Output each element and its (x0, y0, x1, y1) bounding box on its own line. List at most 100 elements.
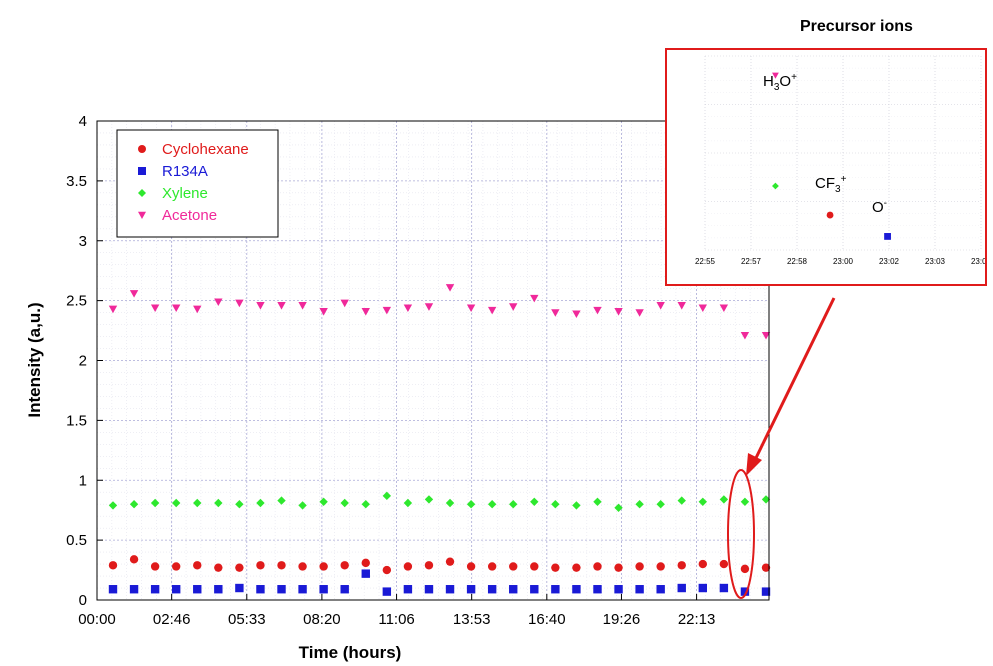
data-point (214, 563, 223, 572)
inset-panel: 22:55 22:57 22:58 23:00 23:02 23:03 23:05 H3O+… (665, 48, 987, 286)
data-point (171, 304, 181, 313)
data-point (298, 562, 307, 571)
data-point (129, 585, 139, 594)
inset-x-tick-label: 23:02 (879, 257, 900, 266)
y-axis-title: Intensity (a,u.) (25, 302, 44, 417)
y-tick-label: 0 (79, 592, 87, 609)
data-point (235, 500, 244, 509)
x-tick-label: 16:40 (528, 611, 566, 628)
data-point (740, 497, 750, 507)
data-point (593, 306, 602, 315)
data-point (150, 304, 160, 313)
data-point (277, 302, 286, 310)
data-point (572, 585, 581, 594)
inset-x-tick-label: 22:58 (787, 257, 808, 266)
data-point (761, 331, 771, 340)
data-point (572, 501, 581, 510)
series-acetone (108, 284, 771, 340)
data-point (530, 562, 539, 571)
inset-point-o (884, 233, 891, 240)
data-point (403, 585, 413, 594)
data-point (108, 561, 118, 570)
data-point (193, 305, 202, 314)
ion-label-h3o: H3O+ (763, 72, 797, 93)
data-point (340, 561, 349, 570)
data-point (487, 500, 497, 509)
data-point (740, 331, 750, 340)
data-point (593, 585, 602, 594)
legend-label-acetone: Acetone (162, 207, 217, 224)
x-tick-label: 22:13 (678, 611, 716, 628)
data-point (530, 294, 539, 303)
data-point (466, 500, 476, 509)
x-tick-label: 05:33 (228, 611, 266, 628)
data-point (761, 587, 771, 596)
data-point (108, 585, 118, 594)
legend: Cyclohexane R134A Xylene Acetone (116, 129, 279, 238)
data-point (319, 308, 328, 316)
data-point (256, 498, 265, 508)
data-point (698, 497, 708, 507)
data-point (614, 503, 623, 512)
legend-marker-acetone (138, 211, 146, 219)
data-point (340, 299, 349, 308)
y-tick-label: 1.5 (66, 412, 87, 429)
grid (96, 120, 769, 601)
callout-arrow-line (752, 297, 836, 463)
data-point (403, 562, 413, 571)
data-point (214, 298, 223, 307)
data-point (340, 585, 349, 594)
data-point (193, 561, 202, 570)
data-point (530, 497, 539, 507)
ion-label-o: O- (872, 198, 888, 216)
data-point (614, 308, 623, 316)
data-point (593, 497, 602, 507)
data-point (129, 500, 139, 509)
data-point (382, 491, 392, 501)
data-point (235, 299, 244, 308)
data-point (298, 585, 307, 594)
data-point (635, 562, 644, 571)
inset-x-tick-label: 22:57 (741, 257, 762, 266)
data-point (445, 557, 455, 566)
data-point (361, 500, 370, 509)
data-point (256, 561, 265, 570)
data-point (487, 585, 497, 594)
data-point (361, 308, 370, 316)
data-point (635, 585, 644, 594)
inset-point-cyclohexane (826, 211, 834, 219)
data-point (424, 561, 434, 570)
data-point (509, 500, 518, 509)
inset-x-tick-label: 22:55 (695, 257, 716, 266)
data-point (214, 498, 223, 508)
x-tick-label: 00:00 (78, 611, 116, 628)
data-point (193, 585, 202, 594)
x-tick-label: 02:46 (153, 611, 191, 628)
series-xylene (108, 491, 771, 512)
data-point (614, 563, 623, 572)
data-point (445, 498, 455, 508)
data-point (424, 303, 434, 311)
y-tick-label: 4 (79, 113, 87, 130)
data-point (719, 559, 729, 569)
x-tick-label: 11:06 (378, 611, 414, 628)
data-point (193, 498, 202, 508)
data-point (403, 304, 413, 313)
data-point (551, 500, 560, 509)
data-point (698, 583, 708, 593)
data-point (340, 498, 349, 508)
data-point (466, 304, 476, 313)
data-point (256, 302, 265, 310)
data-point (466, 562, 476, 571)
data-point (719, 583, 729, 593)
data-point (466, 585, 476, 594)
axis-ticks: 0 0.5 1 1.5 2 2.5 3 3.5 4 00:00 02:46 05:33 08:20 11:… (66, 113, 715, 628)
data-point (150, 562, 160, 571)
data-point (445, 585, 455, 594)
data-point (719, 304, 729, 313)
inset-title: Precursor ions (800, 18, 913, 35)
data-point (382, 587, 392, 596)
data-point (319, 497, 328, 507)
y-tick-label: 2 (79, 353, 87, 370)
